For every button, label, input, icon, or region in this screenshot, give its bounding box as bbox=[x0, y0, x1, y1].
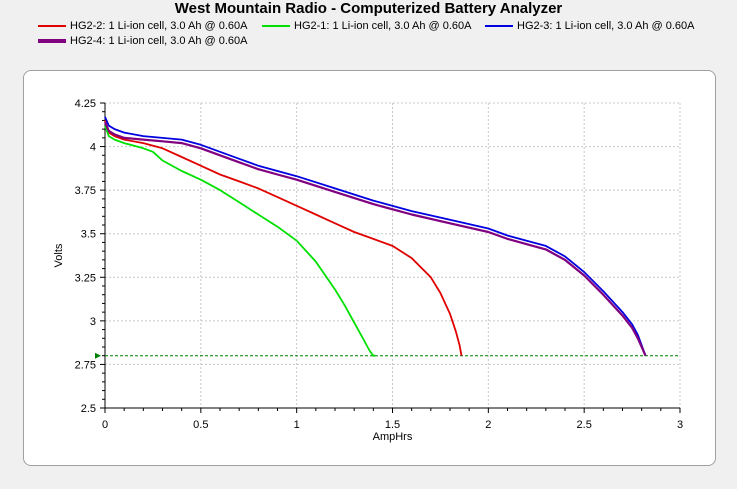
x-tick-label: 1.5 bbox=[385, 419, 400, 431]
chart-title: West Mountain Radio - Computerized Batte… bbox=[174, 0, 563, 17]
series-line-hg2-1 bbox=[104, 125, 376, 357]
legend-label-hg2-1: HG2-1: 1 Li-ion cell, 3.0 Ah @ 0.60A bbox=[294, 20, 472, 32]
chart-legend: HG2-2: 1 Li-ion cell, 3.0 Ah @ 0.60A HG2… bbox=[0, 18, 737, 52]
legend-swatch-hg2-4 bbox=[38, 39, 66, 43]
y-tick-label: 3 bbox=[90, 316, 96, 328]
legend-label-hg2-2: HG2-2: 1 Li-ion cell, 3.0 Ah @ 0.60A bbox=[70, 20, 248, 32]
x-tick-label: 2 bbox=[485, 419, 491, 431]
series-line-hg2-4 bbox=[103, 121, 647, 357]
y-tick-label: 2.5 bbox=[81, 403, 96, 415]
y-tick-label: 3.75 bbox=[75, 185, 96, 197]
x-tick-label: 2.5 bbox=[577, 419, 592, 431]
legend-swatch-hg2-2 bbox=[38, 25, 66, 27]
x-tick-label: 3 bbox=[677, 419, 683, 431]
series-line-hg2-3 bbox=[104, 116, 647, 357]
legend-label-hg2-3: HG2-3: 1 Li-ion cell, 3.0 Ah @ 0.60A bbox=[517, 20, 695, 32]
y-tick-label: 4.25 bbox=[75, 98, 96, 110]
x-axis-label: AmpHrs bbox=[373, 431, 413, 443]
y-tick-label: 3.5 bbox=[81, 229, 96, 241]
legend-item-hg2-2: HG2-2: 1 Li-ion cell, 3.0 Ah @ 0.60A bbox=[38, 19, 247, 33]
x-tick-label: 0 bbox=[102, 419, 108, 431]
legend-swatch-hg2-1 bbox=[262, 25, 290, 27]
y-tick-label: 3.25 bbox=[75, 272, 96, 284]
legend-label-hg2-4: HG2-4: 1 Li-ion cell, 3.0 Ah @ 0.60A bbox=[70, 35, 248, 47]
legend-item-hg2-4: HG2-4: 1 Li-ion cell, 3.0 Ah @ 0.60A bbox=[38, 34, 247, 48]
series-line-hg2-2 bbox=[104, 120, 463, 356]
ticks: 2.5 2.75 3 3.25 3.5 3.75 4 4.25 0 0.5 1 1.5 2 2.5 3 bbox=[75, 98, 683, 431]
y-axis-label: Volts bbox=[53, 243, 65, 267]
cutoff-marker bbox=[95, 352, 101, 359]
series-lines bbox=[95, 116, 680, 359]
legend-item-hg2-1: HG2-1: 1 Li-ion cell, 3.0 Ah @ 0.60A bbox=[262, 19, 471, 33]
x-tick-label: 1 bbox=[294, 419, 300, 431]
grid-lines bbox=[105, 102, 681, 408]
legend-item-hg2-3: HG2-3: 1 Li-ion cell, 3.0 Ah @ 0.60A bbox=[485, 19, 694, 33]
legend-swatch-hg2-3 bbox=[485, 25, 513, 27]
x-tick-label: 0.5 bbox=[193, 419, 208, 431]
y-tick-label: 4 bbox=[90, 142, 96, 154]
y-tick-label: 2.75 bbox=[75, 359, 96, 371]
